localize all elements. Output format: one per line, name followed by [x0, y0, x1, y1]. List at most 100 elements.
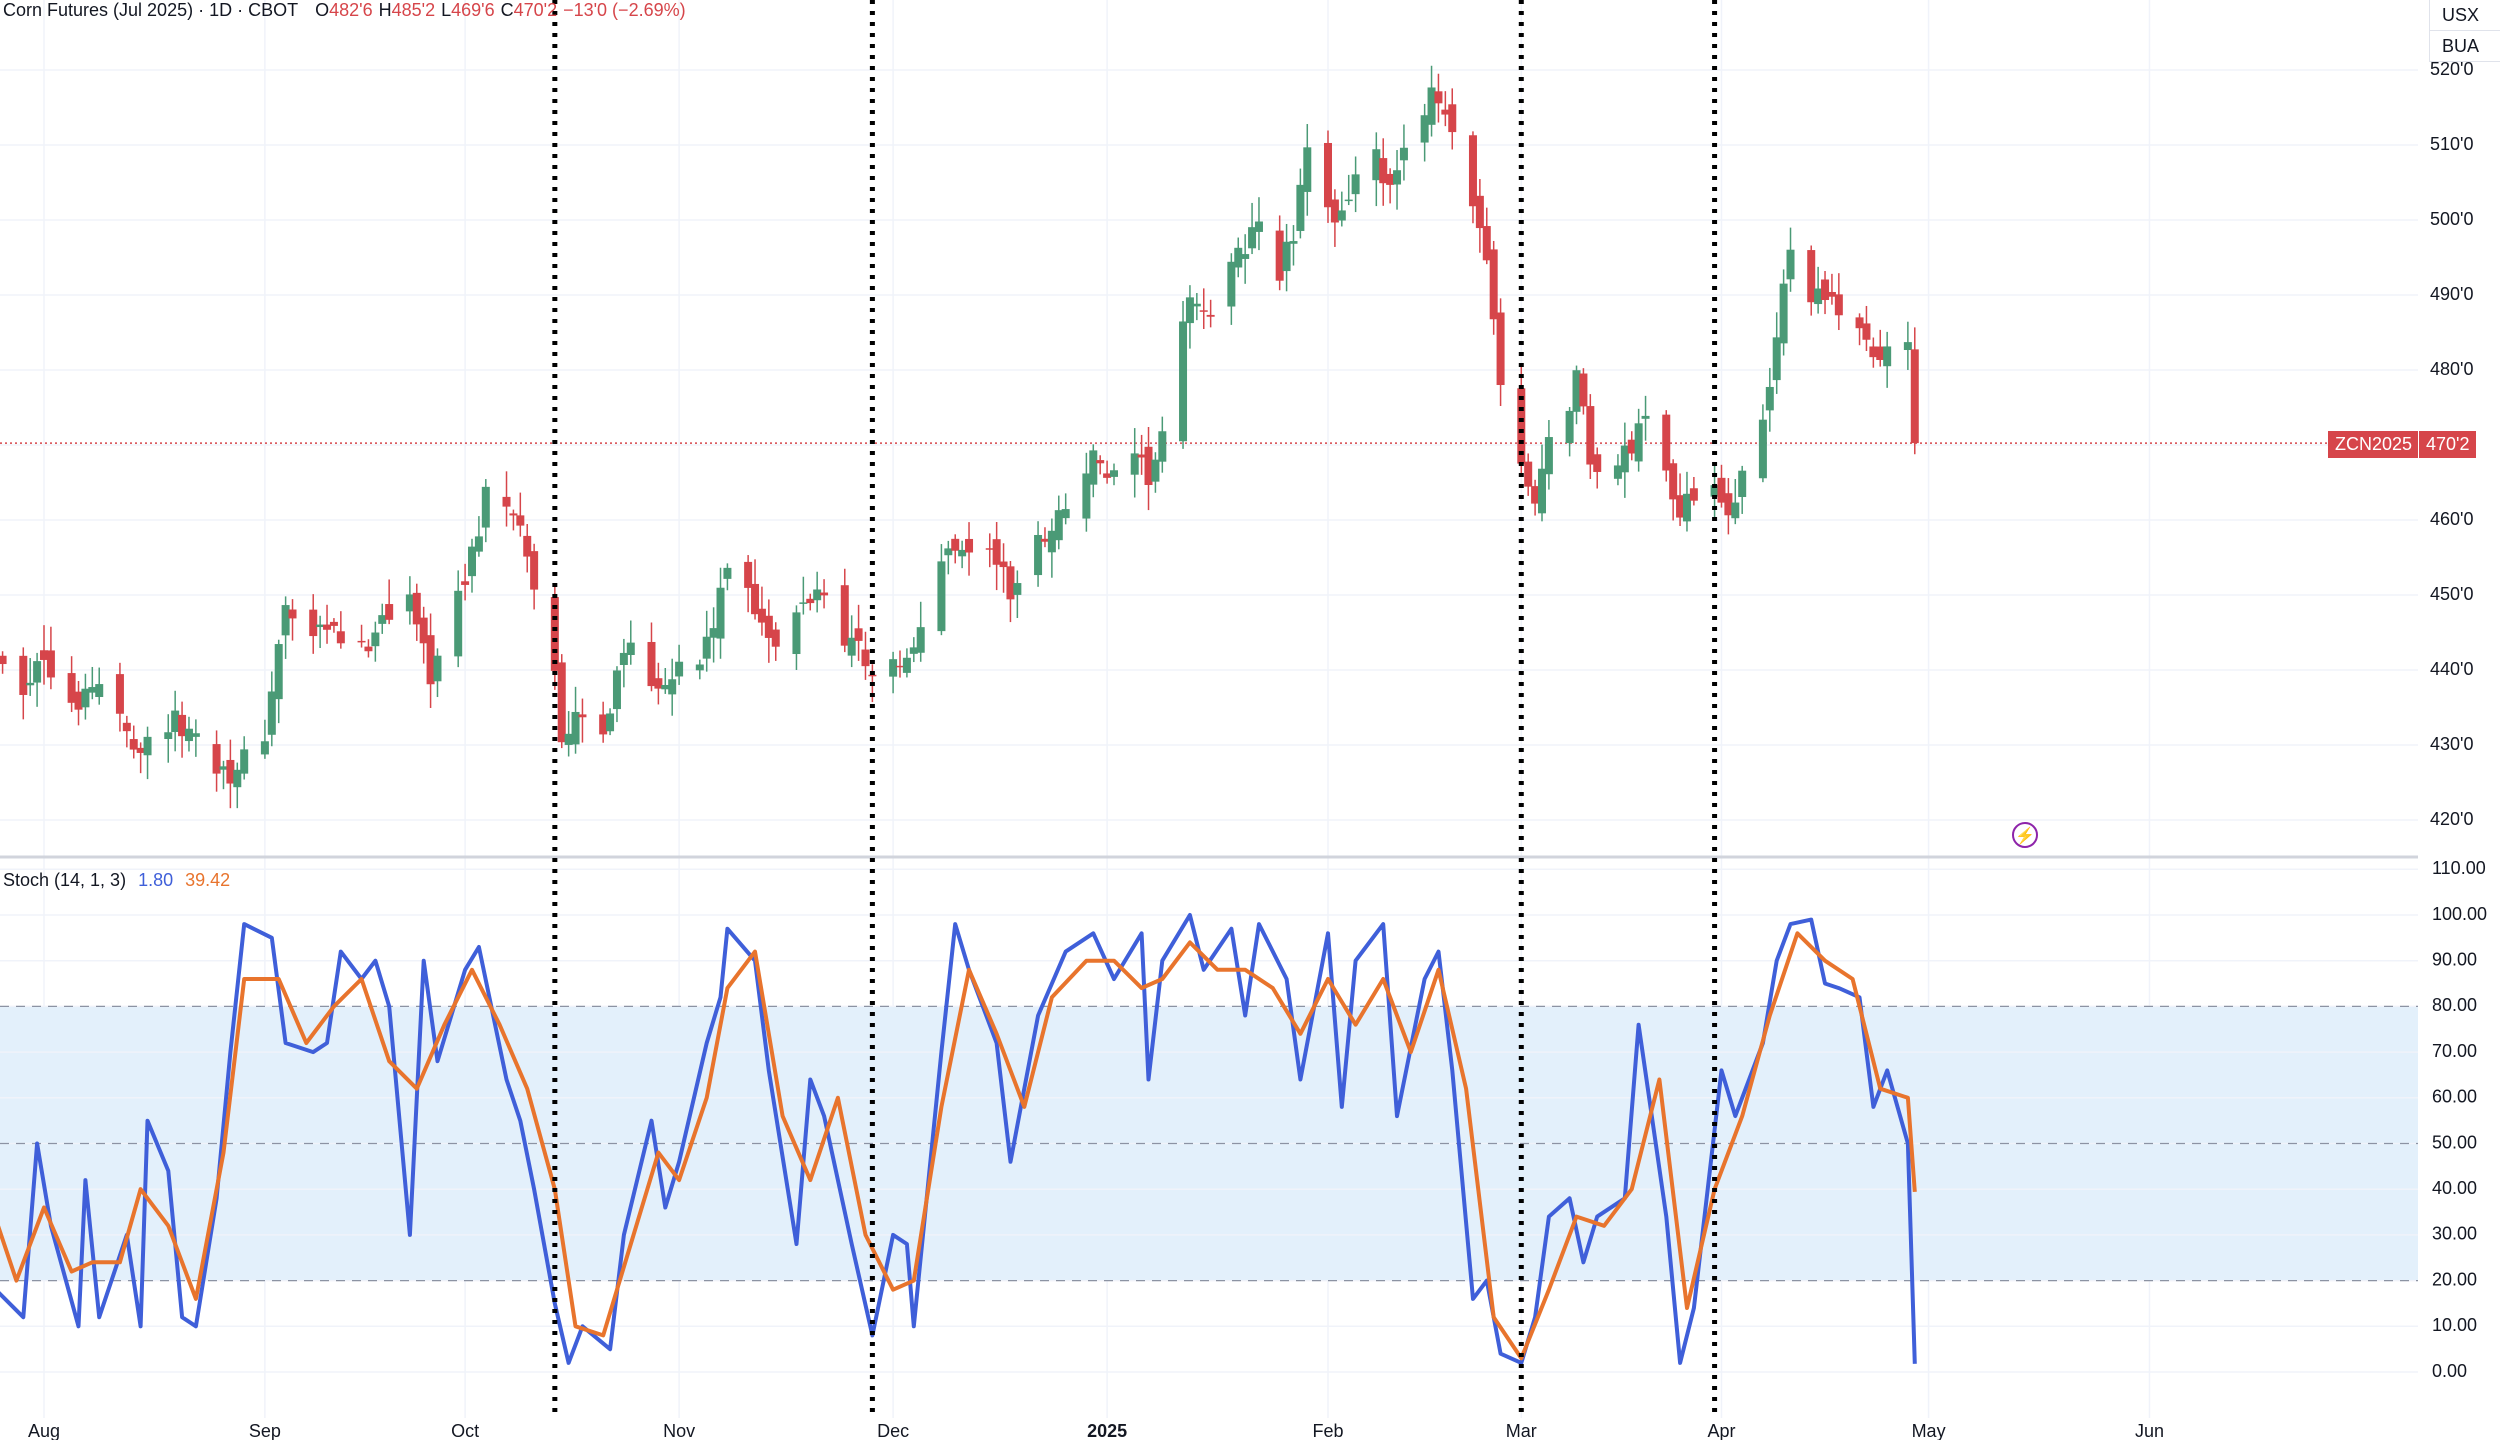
price-tick-label: 510'0 — [2430, 134, 2473, 154]
candle-body — [626, 642, 635, 655]
time-tick-label: Nov — [663, 1421, 695, 1440]
candle-body — [212, 744, 221, 774]
price-tick-label: 490'0 — [2430, 284, 2473, 304]
candle-body — [1627, 439, 1636, 454]
candle — [1434, 73, 1443, 123]
candle — [1758, 404, 1767, 483]
candle-body — [226, 759, 235, 784]
candle-body — [1883, 346, 1892, 367]
candle — [1634, 408, 1643, 472]
candle — [1641, 395, 1650, 441]
candle — [578, 698, 587, 743]
stoch-tick-label: 40.00 — [2432, 1178, 2477, 1198]
stoch-tick-label: 90.00 — [2432, 949, 2477, 969]
candle — [1448, 88, 1457, 150]
candle-body — [371, 632, 380, 647]
candle-body — [1814, 288, 1823, 305]
candle — [1337, 191, 1346, 227]
candle — [1096, 455, 1105, 475]
candle — [764, 599, 773, 663]
candle-body — [74, 691, 83, 710]
price-tick-label: 460'0 — [2430, 509, 2473, 529]
candle-body — [675, 661, 684, 677]
currency-badge[interactable]: USX — [2442, 5, 2480, 25]
candle — [288, 599, 297, 641]
unit-badge[interactable]: BUA — [2430, 30, 2500, 61]
candle — [233, 762, 242, 809]
candle-body — [1634, 423, 1643, 462]
time-tick-label: May — [1912, 1421, 1946, 1440]
candle-body — [1565, 410, 1574, 444]
candle — [1468, 131, 1477, 224]
candle — [0, 651, 7, 674]
candle — [1241, 234, 1250, 284]
candle — [481, 479, 490, 543]
candle — [474, 516, 483, 557]
candle-body — [1475, 195, 1484, 229]
stoch-title[interactable]: Stoch (14, 1, 3) — [3, 870, 127, 890]
candle — [999, 543, 1008, 593]
stoch-tick-label: 50.00 — [2432, 1132, 2477, 1152]
stoch-k-value: 1.80 — [138, 870, 174, 890]
candle — [67, 656, 76, 713]
candle — [1151, 452, 1160, 493]
price-tick-label: 480'0 — [2430, 359, 2473, 379]
candle — [626, 620, 635, 665]
candle-body — [902, 657, 911, 673]
candle — [88, 666, 97, 700]
candle — [854, 604, 863, 661]
candle-body — [744, 561, 753, 588]
candle — [744, 555, 753, 613]
candle — [564, 711, 573, 757]
candle — [1689, 476, 1698, 506]
symbol-title[interactable]: Corn Futures (Jul 2025) · 1D · CBOT — [3, 0, 299, 20]
candle-body — [1765, 386, 1774, 411]
candle-body — [1779, 283, 1788, 344]
candle-body — [184, 728, 193, 742]
candle-body — [1144, 446, 1153, 485]
candle-body — [571, 711, 580, 745]
price-tick-label: 520'0 — [2430, 59, 2473, 79]
candle-body — [985, 548, 994, 550]
candle-body — [164, 732, 173, 740]
candle — [454, 570, 463, 668]
candle — [1586, 394, 1595, 480]
candle — [675, 644, 684, 685]
candle — [1324, 130, 1332, 223]
candle-body — [1786, 249, 1795, 280]
stoch-d-value: 39.42 — [185, 870, 231, 890]
close-label: C — [500, 0, 514, 20]
candle-body — [1096, 460, 1105, 464]
candle-body — [219, 766, 228, 770]
candle — [757, 586, 766, 636]
candle — [385, 579, 394, 625]
candle-body — [95, 684, 104, 698]
candle — [1731, 478, 1740, 525]
candle — [902, 648, 911, 678]
candle-body — [1337, 210, 1346, 221]
candle — [461, 563, 470, 601]
candle-body — [1482, 226, 1491, 261]
candle-body — [1248, 227, 1257, 249]
candle-body — [357, 640, 366, 643]
candle-body — [654, 678, 663, 689]
candle-body — [274, 644, 283, 700]
candle-body — [1344, 199, 1353, 202]
candle — [1910, 327, 1919, 455]
candle — [1110, 463, 1118, 486]
candle — [267, 671, 276, 747]
candle-body — [178, 714, 187, 737]
candle — [1524, 453, 1533, 496]
candle-body — [1662, 414, 1671, 471]
candle-body — [309, 609, 318, 637]
lightning-icon[interactable]: ⚡ — [2012, 822, 2038, 848]
candle-body — [136, 747, 145, 753]
candle — [1903, 321, 1912, 370]
candle — [1351, 156, 1360, 213]
candle — [164, 714, 173, 763]
last-price-tag: 470'2 — [2418, 431, 2477, 458]
candle — [1676, 473, 1685, 526]
candle — [1144, 426, 1153, 511]
candle — [1862, 305, 1871, 352]
